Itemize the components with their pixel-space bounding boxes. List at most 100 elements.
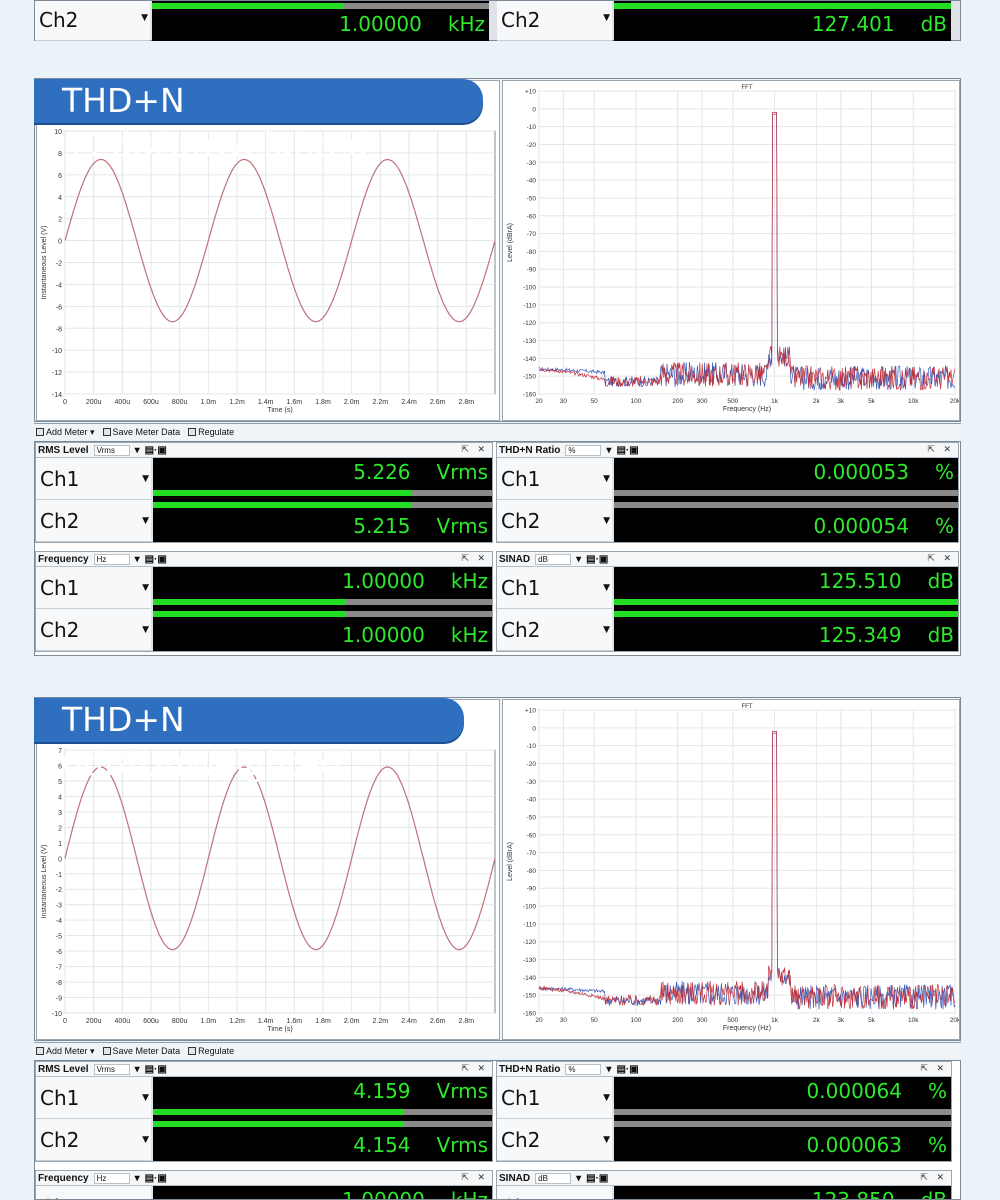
- unit-selector[interactable]: %: [565, 444, 602, 456]
- close-icon[interactable]: ⇱ ✕: [461, 553, 488, 563]
- y-tick-label: -150: [523, 374, 536, 381]
- chevron-down-icon[interactable]: ▼: [603, 1135, 610, 1145]
- meter-options-icon[interactable]: ▤·▣: [616, 444, 639, 456]
- x-tick-label: 20k: [950, 1017, 959, 1024]
- chevron-down-icon[interactable]: ▼: [603, 13, 610, 23]
- meter-options-icon[interactable]: ▤·▣: [616, 1063, 639, 1075]
- chevron-down-icon[interactable]: ▼: [142, 1093, 149, 1103]
- x-tick-label: 600u: [143, 399, 159, 406]
- save-meter-data-label: Save Meter Data: [112, 427, 181, 437]
- top-meter-frame: Ch2 ▼ 1.00000 kHz Ch2 ▼ 127.401 dB: [34, 0, 961, 41]
- top-left-channel[interactable]: Ch2 ▼: [35, 1, 150, 41]
- channel-selector[interactable]: Ch1 ▼: [36, 1077, 151, 1119]
- regulate-button[interactable]: Regulate: [188, 1046, 234, 1056]
- chevron-down-icon[interactable]: ▼: [603, 474, 610, 484]
- value: 125.349: [818, 623, 902, 647]
- meter-toolbar: Add Meter ▾ Save Meter Data Regulate: [34, 1042, 961, 1059]
- unit-selector[interactable]: %: [565, 1063, 602, 1075]
- chevron-down-icon[interactable]: ▼: [603, 583, 610, 593]
- waveform-trace: [64, 158, 496, 323]
- add-meter-button[interactable]: Add Meter ▾: [36, 1046, 95, 1057]
- close-icon[interactable]: ⇱ ✕: [920, 1172, 947, 1182]
- chevron-down-icon[interactable]: ▼: [142, 474, 149, 484]
- meter-options-icon[interactable]: ▤·▣: [586, 553, 609, 565]
- unit-selector[interactable]: Hz: [93, 1172, 130, 1184]
- meter-title: Frequency: [38, 553, 89, 565]
- channel-selector[interactable]: Ch1 ▼: [497, 567, 612, 609]
- channel-selector[interactable]: Ch1 ▼: [497, 1077, 612, 1119]
- unit-selector[interactable]: Vrms: [93, 444, 130, 456]
- meter-options-icon[interactable]: ▤·▣: [144, 1063, 167, 1075]
- regulate-button[interactable]: Regulate: [188, 427, 234, 437]
- fft-chart: FFT +10 0 -10 -20 -30 -40 -50 -60 -70 -80 -90 -100 -1…: [507, 85, 961, 413]
- unit-selector[interactable]: dB: [535, 1172, 572, 1184]
- unit: %: [934, 514, 954, 538]
- channel-selector[interactable]: Ch2 ▼: [36, 500, 151, 542]
- channel-selector[interactable]: Ch1 ▼: [36, 458, 151, 500]
- readout-display: 1.00000 kHz: [153, 1186, 492, 1199]
- channel-selector[interactable]: Ch1 ▼: [497, 458, 612, 500]
- close-icon[interactable]: ⇱ ✕: [461, 444, 488, 454]
- meter-options-icon[interactable]: ▤·▣: [144, 553, 167, 565]
- chevron-down-icon[interactable]: ▾: [606, 444, 612, 456]
- chevron-down-icon[interactable]: ▼: [142, 583, 149, 593]
- meter-options-icon[interactable]: ▤·▣: [144, 1172, 167, 1184]
- chevron-down-icon[interactable]: ▾: [134, 1172, 140, 1184]
- unit-selector[interactable]: Hz: [93, 553, 130, 565]
- add-meter-button[interactable]: Add Meter ▾: [36, 427, 95, 438]
- chevron-down-icon[interactable]: ▼: [142, 1186, 149, 1199]
- x-tick-label: 3k: [837, 398, 845, 405]
- chart-frame: 10 8 6 4 2 0 -2 -4 -6 -8 -10 -12 -14 0 200u 400u 600u 800…: [34, 78, 961, 422]
- channel-selector[interactable]: Ch2 ▼: [497, 500, 612, 542]
- chevron-down-icon[interactable]: ▼: [142, 1135, 149, 1145]
- chevron-down-icon[interactable]: ▾: [576, 1172, 582, 1184]
- close-icon[interactable]: ⇱ ✕: [461, 1172, 488, 1182]
- unit-selector[interactable]: Vrms: [93, 1063, 130, 1075]
- close-icon[interactable]: ⇱ ✕: [927, 553, 954, 563]
- chevron-down-icon[interactable]: ▾: [134, 444, 140, 456]
- close-icon[interactable]: ⇱ ✕: [927, 444, 954, 454]
- save-meter-data-button[interactable]: Save Meter Data: [102, 1046, 180, 1056]
- meter-options-icon[interactable]: ▤·▣: [586, 1172, 609, 1184]
- y-tick-label: -9: [56, 996, 62, 1003]
- level-bar: [153, 490, 411, 496]
- level-bar: [614, 611, 958, 617]
- save-meter-data-button[interactable]: Save Meter Data: [102, 427, 181, 437]
- chevron-down-icon[interactable]: ▾: [606, 1063, 612, 1075]
- meter-options-icon[interactable]: ▤·▣: [144, 444, 167, 456]
- x-tick-label: 200u: [86, 399, 102, 406]
- meter-panel: RMS Level Vrms ▾ ▤·▣ ⇱ ✕ Ch1 ▼ 4.159 Vrms Ch2 ▼ 4.1…: [35, 1061, 493, 1162]
- chevron-down-icon[interactable]: ▼: [603, 516, 610, 526]
- channel-selector[interactable]: Ch1 ▼: [497, 1186, 612, 1199]
- chevron-down-icon[interactable]: ▼: [603, 1093, 610, 1103]
- chevron-down-icon[interactable]: ▼: [603, 625, 610, 635]
- y-tick-label: 2: [58, 217, 62, 224]
- channel-selector[interactable]: Ch1 ▼: [36, 1186, 151, 1199]
- channel-selector[interactable]: Ch2 ▼: [497, 1119, 612, 1161]
- chevron-down-icon[interactable]: ▼: [142, 625, 149, 635]
- channel-selector[interactable]: Ch1 ▼: [36, 567, 151, 609]
- x-axis-label: Frequency (Hz): [723, 406, 771, 413]
- chevron-down-icon[interactable]: ▼: [141, 13, 148, 23]
- readout-display: 0.000064%: [614, 1077, 951, 1119]
- y-tick-label: -70: [527, 850, 537, 857]
- meter-header: THD+N Ratio% ▾ ▤·▣ ⇱ ✕: [497, 443, 958, 458]
- y-tick-label: -5: [56, 934, 62, 941]
- chevron-down-icon[interactable]: ▾: [134, 1063, 140, 1075]
- top-right-channel[interactable]: Ch2 ▼: [497, 1, 612, 41]
- channel-selector[interactable]: Ch2 ▼: [497, 609, 612, 651]
- play-icon: [188, 428, 197, 436]
- close-icon[interactable]: ⇱ ✕: [461, 1063, 488, 1073]
- meter-panel: THD+N Ratio% ▾ ▤·▣ ⇱ ✕ Ch1 ▼ 0.000053% Ch2 ▼ 0.00…: [496, 442, 959, 543]
- y-tick-label: 5: [58, 779, 62, 786]
- close-icon[interactable]: ⇱ ✕: [920, 1063, 947, 1073]
- y-tick-label: -7: [56, 965, 62, 972]
- chevron-down-icon[interactable]: ▾: [576, 553, 582, 565]
- channel-selector[interactable]: Ch2 ▼: [36, 1119, 151, 1161]
- level-bar-track: [614, 490, 958, 496]
- chevron-down-icon[interactable]: ▼: [142, 516, 149, 526]
- chevron-down-icon[interactable]: ▼: [603, 1186, 610, 1199]
- channel-selector[interactable]: Ch2 ▼: [36, 609, 151, 651]
- unit-selector[interactable]: dB: [535, 553, 572, 565]
- chevron-down-icon[interactable]: ▾: [134, 553, 140, 565]
